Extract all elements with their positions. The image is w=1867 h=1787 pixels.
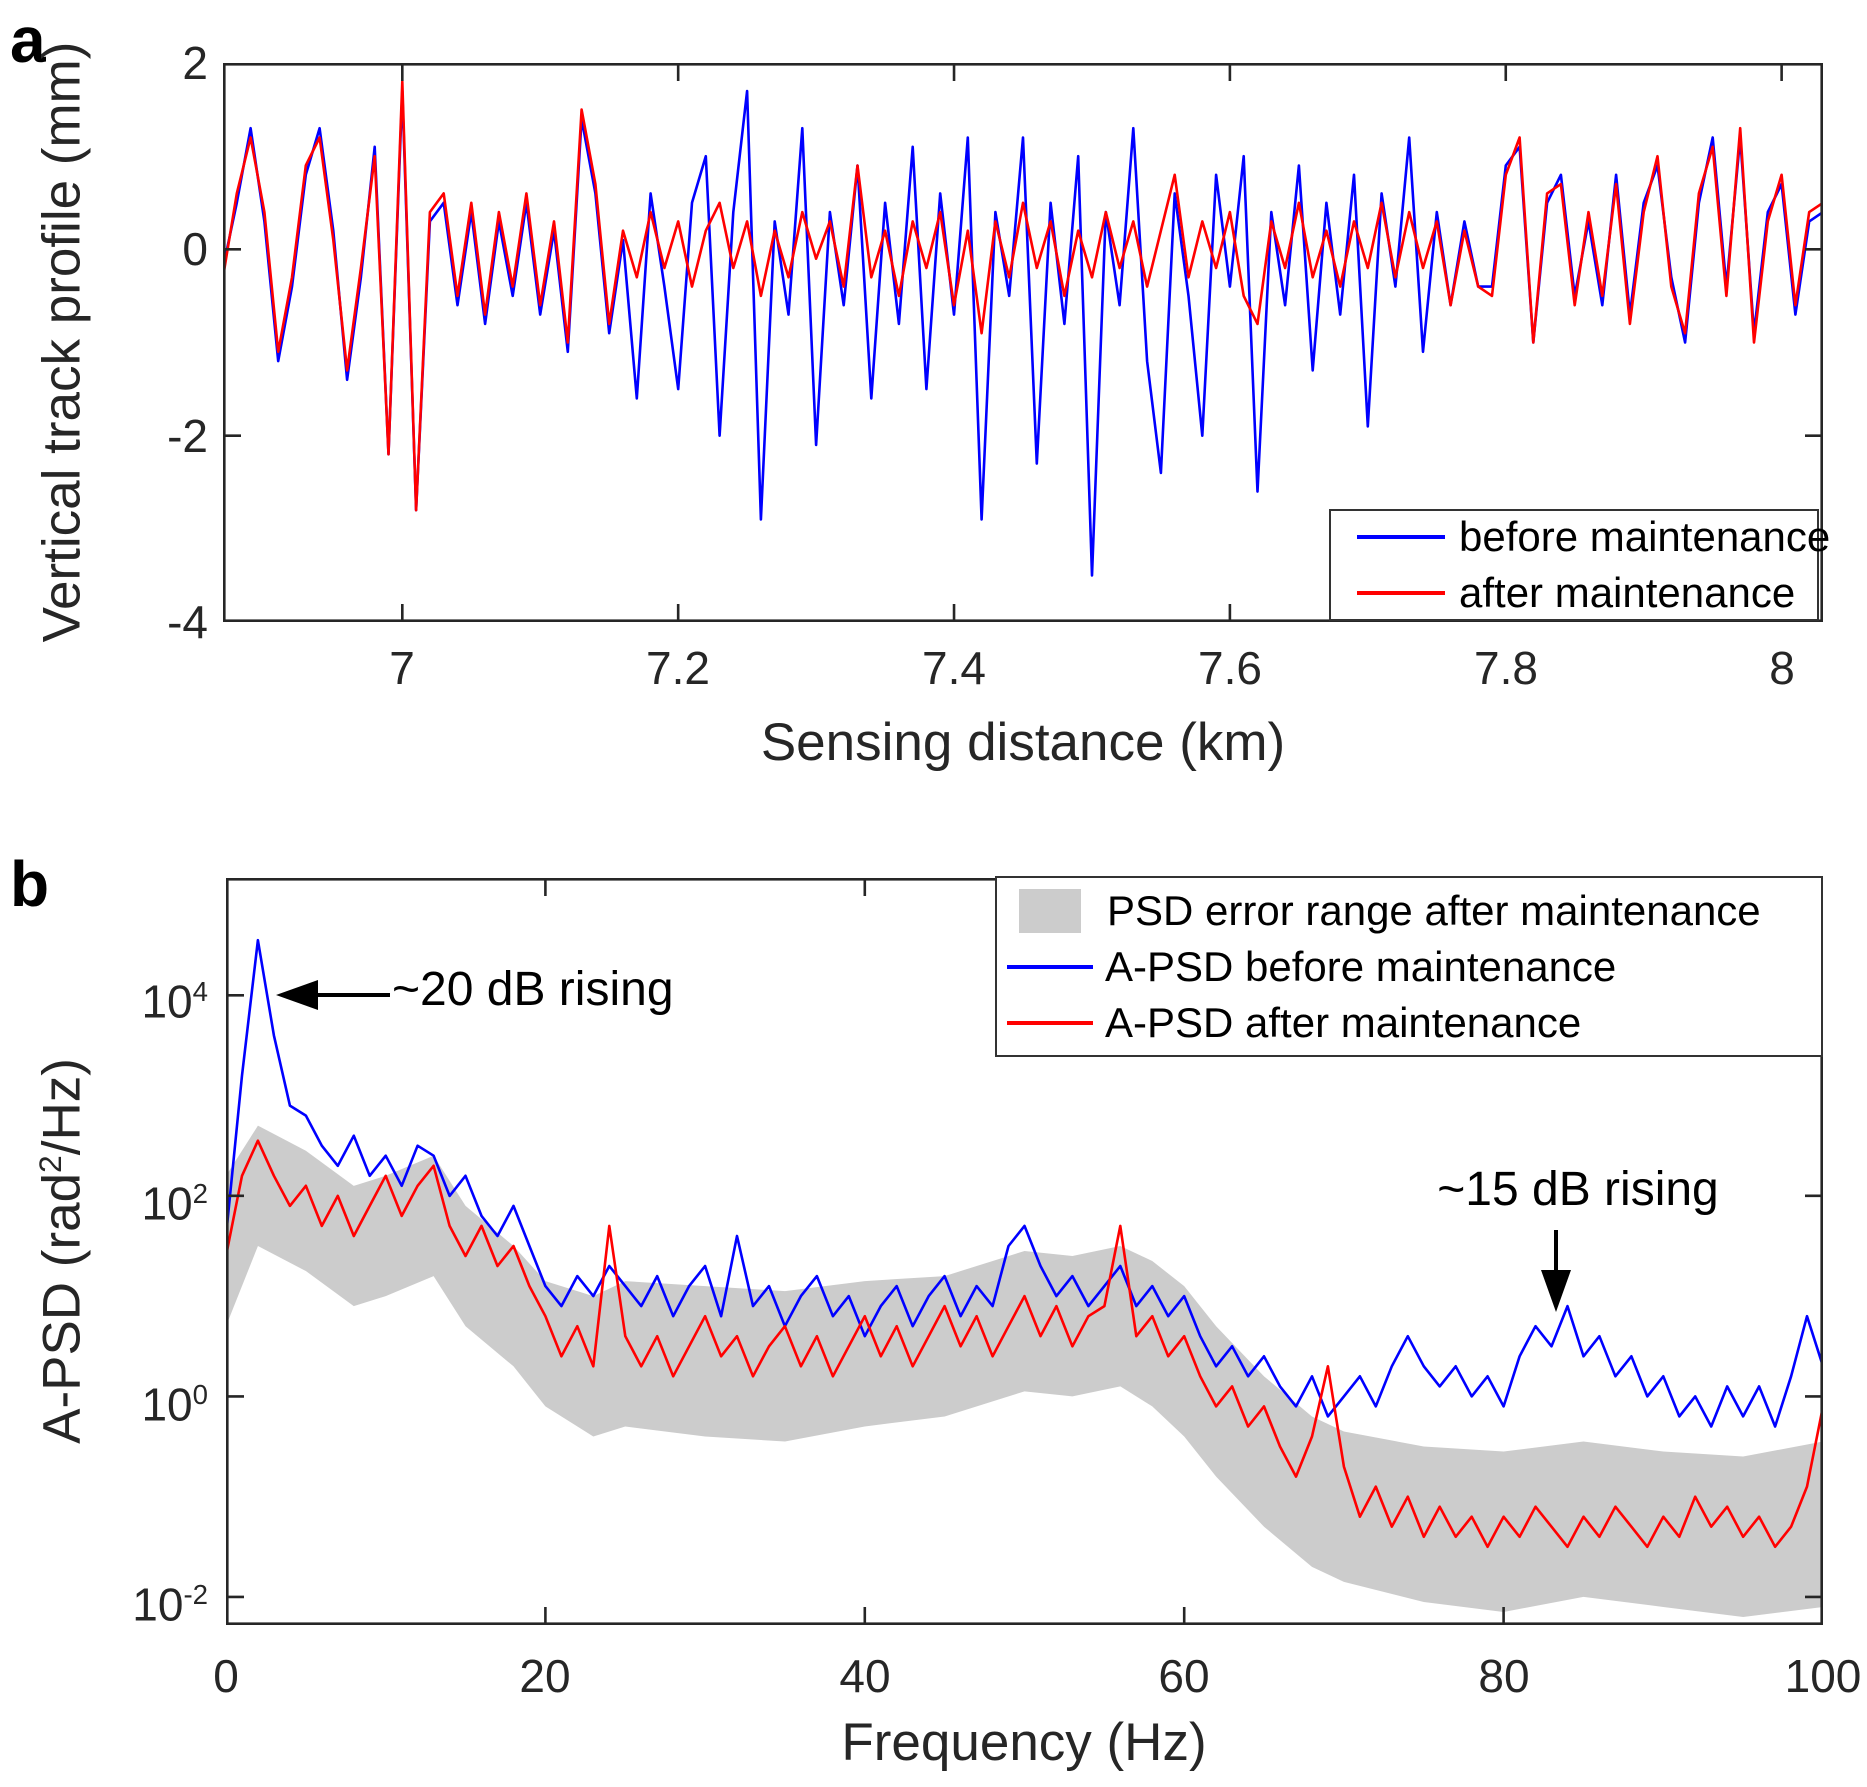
a-x-tick-7p2: 7.2	[646, 642, 710, 694]
a-x-axis-label: Sensing distance (km)	[760, 713, 1286, 772]
legend-item-psd-error-range: PSD error range after maintenance	[1007, 883, 1821, 939]
b-x-tick-40: 40	[839, 1650, 891, 1702]
b-x-tick-60: 60	[1158, 1650, 1210, 1702]
axes-frame	[223, 63, 1823, 622]
a-y-tick-m4: -4	[167, 596, 208, 648]
legend-item-apsd-before: A-PSD before maintenance	[1007, 939, 1821, 995]
b-x-tick-0: 0	[213, 1650, 239, 1702]
series-a-psd-before-maintenance	[226, 938, 1823, 1428]
annotation-arrow-15db	[1541, 1230, 1571, 1312]
panel-b-letter: b	[10, 848, 50, 920]
a-y-tick-2: 2	[182, 37, 208, 89]
b-x-tick-100: 100	[1784, 1650, 1862, 1702]
legend-label: A-PSD before maintenance	[1105, 942, 1617, 990]
panel-b-plot	[226, 878, 1823, 1625]
series-before-maintenance	[223, 89, 1823, 577]
psd-error-band	[226, 1125, 1823, 1617]
a-x-tick-7p4: 7.4	[922, 642, 986, 694]
panel-a-letter: a	[10, 4, 46, 76]
annotation-15db-rising: ~15 dB rising	[1437, 1163, 1719, 1216]
series-after-maintenance	[223, 80, 1823, 512]
red-line-swatch	[1007, 1020, 1093, 1025]
red-line-swatch	[1357, 591, 1445, 595]
b-x-tick-20: 20	[519, 1650, 571, 1702]
b-y-tick-1e4: 104	[141, 975, 208, 1028]
legend-label: PSD error range after maintenance	[1107, 886, 1761, 934]
legend-label: A-PSD after maintenance	[1105, 998, 1582, 1046]
legend-panel-a: before maintenance after maintenance	[1329, 509, 1830, 621]
a-y-axis-label: Vertical track profile (mm)	[32, 41, 92, 643]
legend-label: after maintenance	[1459, 569, 1796, 616]
a-y-tick-0: 0	[182, 223, 208, 275]
legend-label: before maintenance	[1459, 513, 1831, 560]
a-x-tick-7: 7	[389, 642, 415, 694]
b-y-axis-label: A-PSD (rad2/Hz)	[31, 1058, 92, 1444]
legend-item-apsd-after: A-PSD after maintenance	[1007, 995, 1821, 1051]
annotation-arrow-20db	[276, 980, 390, 1010]
a-x-tick-7p6: 7.6	[1198, 642, 1262, 694]
b-x-tick-80: 80	[1478, 1650, 1530, 1702]
a-x-tick-7p8: 7.8	[1474, 642, 1538, 694]
panel-a-plot	[223, 63, 1823, 622]
legend-item-before-maintenance: before maintenance	[1357, 509, 1830, 565]
legend-item-after-maintenance: after maintenance	[1357, 565, 1817, 621]
b-y-tick-1e0: 100	[141, 1378, 208, 1431]
a-y-tick-m2: -2	[167, 410, 208, 462]
a-x-tick-8: 8	[1769, 642, 1795, 694]
b-x-axis-label: Frequency (Hz)	[841, 1713, 1207, 1772]
annotation-20db-rising: ~20 dB rising	[392, 963, 674, 1016]
legend-panel-b: PSD error range after maintenance A-PSD …	[995, 876, 1823, 1057]
blue-line-swatch	[1357, 535, 1445, 539]
series-a-psd-after-maintenance	[226, 1139, 1823, 1549]
b-y-tick-1e2: 102	[141, 1177, 208, 1230]
blue-line-swatch	[1007, 964, 1093, 969]
gray-band-swatch	[1019, 888, 1081, 933]
b-y-tick-1em2: 10-2	[132, 1578, 208, 1631]
